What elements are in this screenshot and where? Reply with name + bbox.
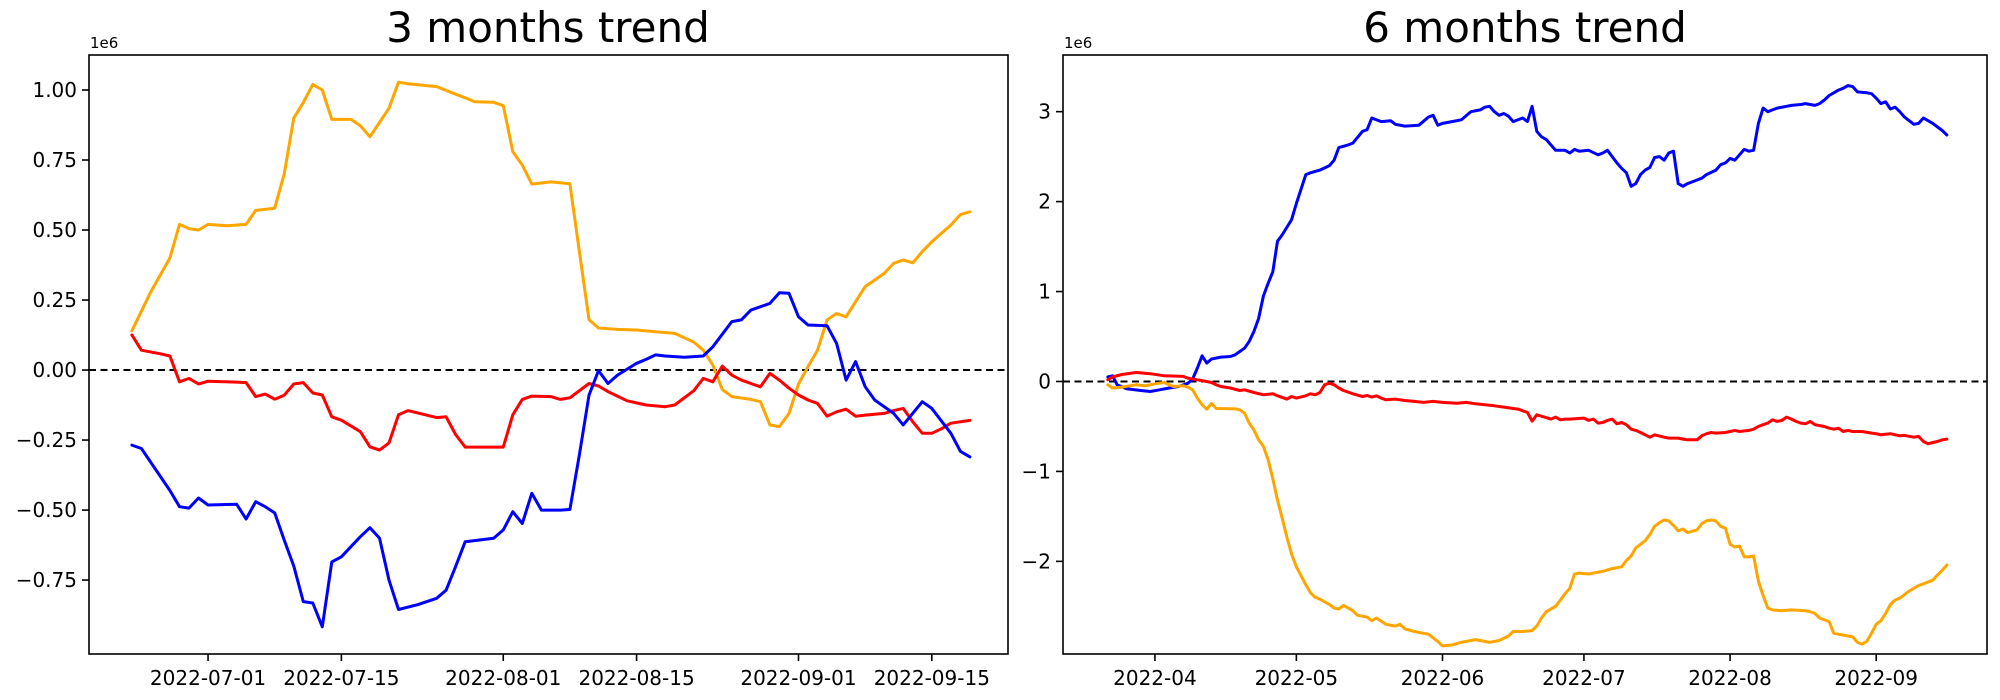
x-tick-label: 2022-07-15 [283,666,399,690]
x-tick-label: 2022-08-01 [445,666,561,690]
chart-title: 6 months trend [1363,3,1687,52]
x-tick-label: 2022-08 [1688,666,1772,690]
x-tick-label: 2022-07-01 [150,666,266,690]
axes-frame [88,54,1009,655]
y-tick-label: −2 [1022,549,1051,573]
y-tick-label: 3 [1038,100,1051,124]
series-orange-line [1106,381,1949,648]
y-tick-label: 1 [1038,280,1051,304]
x-tick-label: 2022-09-01 [740,666,856,690]
x-tick-label: 2022-06 [1401,666,1485,690]
x-tick-label: 2022-09-15 [874,666,990,690]
y-tick-label: 0.00 [32,358,77,382]
series-blue-line [1106,84,1949,393]
series-red-line [1106,371,1949,446]
series-red-line [130,333,972,452]
y-tick-label: −1 [1022,459,1051,483]
y-tick-label: 0.75 [32,148,77,172]
y-tick-label: −0.75 [16,568,77,592]
x-tick-label: 2022-07 [1542,666,1626,690]
axis-offset-label: 1e6 [90,34,118,52]
series-orange-line [130,80,972,429]
y-tick-label: 0.50 [32,218,77,242]
chart-title: 3 months trend [386,3,710,52]
y-tick-label: −0.25 [16,428,77,452]
x-tick-label: 2022-04 [1113,666,1197,690]
chart-6-months: 6 months trend 1e6 3 2 1 0 −1 −2 2022-04 2022-05 2… [1022,3,1988,690]
y-tick-label: 0.25 [32,288,77,312]
x-tick-label: 2022-05 [1255,666,1339,690]
chart-3-months: 3 months trend 1e6 1.00 0.75 0.50 0.25 0.00 −0.… [16,3,1009,690]
y-tick-label: 0 [1038,369,1051,393]
x-tick-label: 2022-09 [1834,666,1918,690]
y-tick-label: 2 [1038,190,1051,214]
axis-offset-label: 1e6 [1064,34,1092,52]
axes-frame [1062,54,1988,655]
x-tick-label: 2022-08-15 [578,666,694,690]
y-tick-label: 1.00 [32,78,77,102]
series-blue-line [130,291,972,629]
y-tick-label: −0.50 [16,498,77,522]
